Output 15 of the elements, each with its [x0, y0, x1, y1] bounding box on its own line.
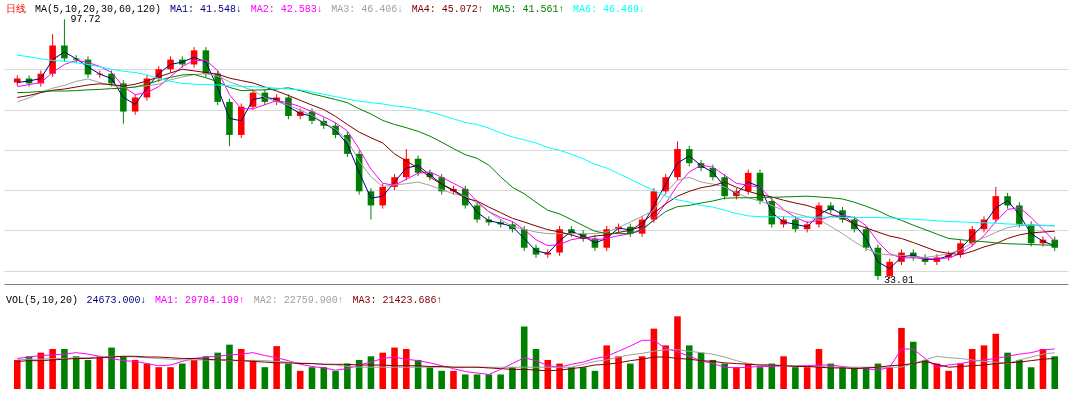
text: MA3: 46.406↓: [331, 4, 404, 15]
annotation: 33.01: [883, 274, 914, 286]
text: MA6: 46.469↓: [573, 4, 646, 15]
chart-title: 日线: [6, 3, 26, 15]
text: 24673.000↓: [86, 295, 147, 306]
text: MA3: 21423.686↑: [352, 295, 443, 306]
text: MA2: 22759.900↑: [253, 295, 344, 306]
chart-title: VOL(5,10,20): [6, 295, 79, 306]
text: MA1: 29784.199↑: [155, 295, 246, 306]
text: MA4: 45.072↑: [411, 4, 484, 15]
text: MA5: 41.561↑: [492, 4, 565, 15]
text: MA2: 42.583↓: [250, 4, 323, 15]
annotation: 97.72: [70, 14, 101, 26]
text: MA1: 41.548↓: [170, 4, 243, 15]
chart-subtitle: MA(5,10,20,30,60,120): [35, 4, 162, 15]
